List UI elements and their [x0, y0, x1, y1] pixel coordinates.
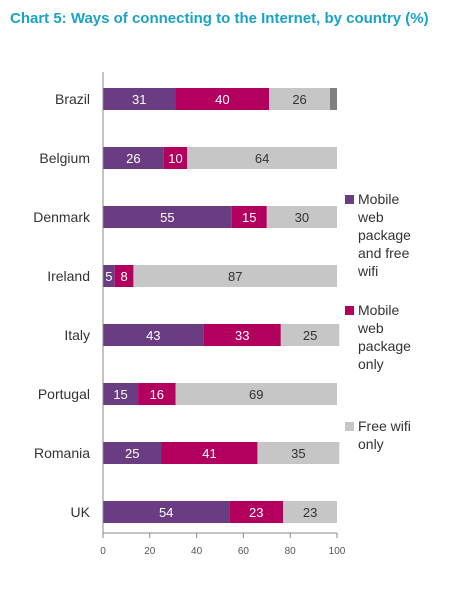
- category-label: Portugal: [38, 386, 90, 402]
- legend-label: web: [357, 209, 384, 225]
- category-label: Denmark: [33, 209, 91, 225]
- bar-segment: [283, 501, 337, 523]
- category-label: Italy: [64, 327, 90, 343]
- data-label: 41: [202, 446, 216, 461]
- category-label: Ireland: [47, 268, 90, 284]
- bar-segment: [229, 501, 284, 523]
- legend-label: Mobile: [358, 302, 399, 318]
- legend-label: and free: [358, 245, 410, 261]
- x-tick-label: 20: [144, 546, 156, 557]
- data-label: 35: [291, 446, 305, 461]
- bar-segment: [103, 442, 162, 464]
- data-label: 69: [249, 387, 263, 402]
- data-label: 16: [150, 387, 164, 402]
- category-label: Romania: [34, 445, 90, 461]
- legend-label: only: [358, 436, 384, 452]
- legend-label: package: [358, 338, 411, 354]
- data-label: 8: [120, 269, 127, 284]
- data-label: 25: [303, 328, 317, 343]
- bar-segment: [175, 383, 337, 405]
- legend-label: only: [358, 356, 384, 372]
- data-label: 31: [132, 92, 146, 107]
- x-tick-label: 40: [191, 546, 203, 557]
- data-label: 55: [160, 210, 174, 225]
- data-label: 26: [126, 151, 140, 166]
- legend-swatch: [345, 422, 354, 431]
- bar-segment: [175, 88, 270, 110]
- bars-group: Brazil 31 40 26 Belgium 26 10 64 Denmark 55 15 30 Ir…: [33, 88, 340, 523]
- category-label: Brazil: [55, 91, 90, 107]
- bar-segment: [114, 265, 134, 287]
- data-label: 23: [249, 505, 263, 520]
- bar-segment: [103, 265, 115, 287]
- data-label: 25: [125, 446, 139, 461]
- data-label: 87: [228, 269, 242, 284]
- x-tick-label: 60: [238, 546, 250, 557]
- bar-segment: [103, 88, 176, 110]
- x-tick-label: 100: [329, 546, 346, 557]
- legend-label: Mobile: [358, 191, 399, 207]
- bar-segment: [266, 206, 337, 228]
- bar-segment: [103, 383, 139, 405]
- bar-segment: [103, 147, 164, 169]
- bar-segment: [257, 442, 340, 464]
- legend-label: wifi: [357, 263, 378, 279]
- x-axis: 0 20 40 60 80 100: [100, 72, 346, 557]
- bar-segment: [231, 206, 267, 228]
- bar-segment: [133, 265, 337, 287]
- data-label: 10: [168, 151, 182, 166]
- data-label: 15: [242, 210, 256, 225]
- bar-segment: [203, 324, 281, 346]
- bar-segment: [161, 442, 258, 464]
- legend-label: package: [358, 227, 411, 243]
- data-label: 33: [235, 328, 249, 343]
- bar-segment: [103, 501, 230, 523]
- legend-swatch: [345, 195, 354, 204]
- data-label: 43: [146, 328, 160, 343]
- data-label: 40: [215, 92, 229, 107]
- data-label: 26: [292, 92, 306, 107]
- x-tick-label: 0: [100, 546, 106, 557]
- data-label: 23: [303, 505, 317, 520]
- legend: Mobile web package and free wifi Mobile web pac…: [345, 191, 411, 452]
- category-label: UK: [71, 504, 91, 520]
- data-label: 64: [255, 151, 269, 166]
- legend-label: web: [357, 320, 384, 336]
- data-label: 30: [295, 210, 309, 225]
- data-label: 5: [105, 269, 112, 284]
- bar-segment: [269, 88, 330, 110]
- legend-swatch: [345, 306, 354, 315]
- bar-segment: [103, 206, 232, 228]
- bar-segment: [163, 147, 188, 169]
- data-label: 54: [159, 505, 173, 520]
- bar-segment: [103, 324, 204, 346]
- legend-label: Free wifi: [358, 418, 411, 434]
- bar-segment: [280, 324, 340, 346]
- x-tick-label: 80: [285, 546, 297, 557]
- bar-segment: [138, 383, 176, 405]
- chart-title: Chart 5: Ways of connecting to the Inter…: [10, 10, 429, 27]
- bar-segment: [187, 147, 337, 169]
- category-label: Belgium: [39, 150, 90, 166]
- data-label: 15: [113, 387, 127, 402]
- bar-segment-remainder: [329, 88, 337, 110]
